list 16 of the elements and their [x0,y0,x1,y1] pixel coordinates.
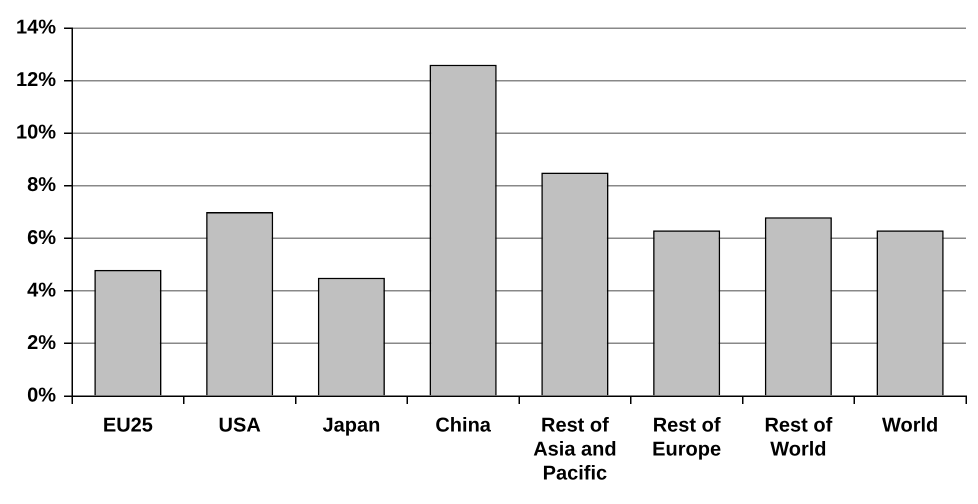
x-tick-label: USA [218,414,261,437]
y-tick-label: 6% [27,226,56,249]
x-tick-label: EU25 [102,414,153,437]
y-tick-label: 0% [27,384,56,407]
x-tick-label: Rest of Europe [652,414,722,461]
y-tick-label: 12% [16,69,56,92]
y-tick-label: 4% [27,279,56,302]
x-tick-label: World [882,414,938,437]
x-tick-label: Rest of Asia and Pacific [533,414,617,485]
x-tick-label: Rest of World [764,414,833,461]
y-tick-label: 8% [27,174,56,196]
y-tick-label: 2% [27,332,56,354]
x-tick-label: China [435,414,492,437]
x-tick-label: Japan [322,414,380,437]
y-tick-label: 10% [16,122,56,144]
y-tick-label: 14% [16,16,56,39]
